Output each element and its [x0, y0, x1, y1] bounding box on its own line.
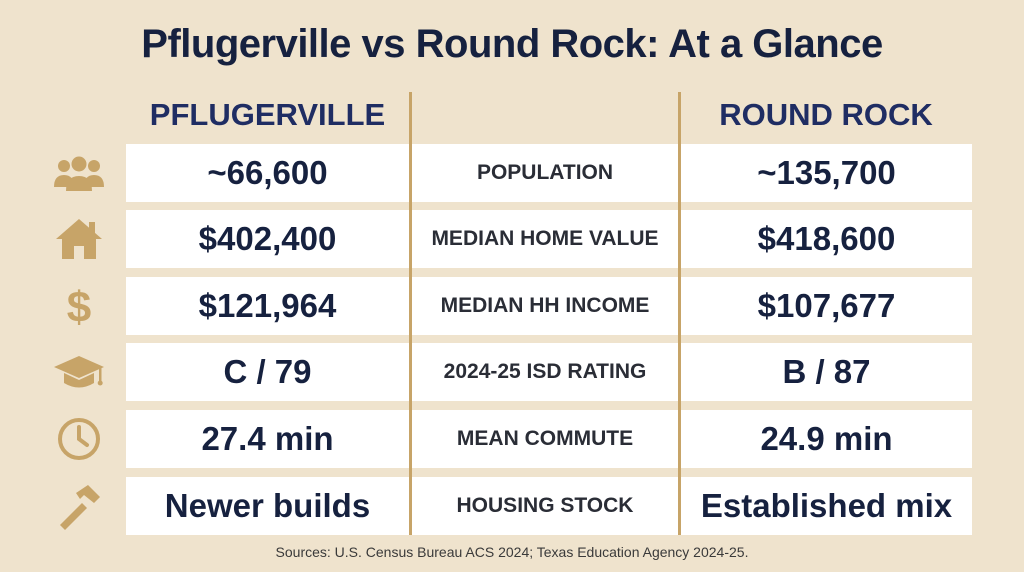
- comparison-row-population: ~66,600 POPULATION ~135,700: [0, 144, 1024, 202]
- label-isd-rating: 2024-25 ISD RATING: [412, 343, 678, 401]
- pflugerville-population: ~66,600: [126, 144, 409, 202]
- column-divider-right: [678, 92, 681, 535]
- pflugerville-income: $121,964: [126, 277, 409, 335]
- pflugerville-isd-rating: C / 79: [126, 343, 409, 401]
- svg-text:$: $: [67, 283, 91, 330]
- people-icon: [52, 148, 106, 198]
- column-header-round-rock: ROUND ROCK: [719, 97, 933, 132]
- round-rock-isd-rating: B / 87: [681, 343, 972, 401]
- graduation-cap-icon: [52, 347, 106, 397]
- pflugerville-home-value: $402,400: [126, 210, 409, 268]
- dollar-icon: $: [52, 281, 106, 331]
- round-rock-housing-stock: Established mix: [681, 477, 972, 535]
- column-divider-left: [409, 92, 412, 535]
- page-title: Pflugerville vs Round Rock: At a Glance: [141, 22, 883, 66]
- clock-icon: [52, 414, 106, 464]
- label-home-value: MEDIAN HOME VALUE: [412, 210, 678, 268]
- comparison-row-housing-stock: Newer builds HOUSING STOCK Established m…: [0, 477, 1024, 535]
- comparison-row-isd-rating: C / 79 2024-25 ISD RATING B / 87: [0, 343, 1024, 401]
- comparison-row-home-value: $402,400 MEDIAN HOME VALUE $418,600: [0, 210, 1024, 268]
- round-rock-income: $107,677: [681, 277, 972, 335]
- label-housing-stock: HOUSING STOCK: [412, 477, 678, 535]
- round-rock-population: ~135,700: [681, 144, 972, 202]
- label-income: MEDIAN HH INCOME: [412, 277, 678, 335]
- round-rock-home-value: $418,600: [681, 210, 972, 268]
- comparison-row-income: $ $121,964 MEDIAN HH INCOME $107,677: [0, 277, 1024, 335]
- column-header-pflugerville: PFLUGERVILLE: [149, 97, 386, 132]
- comparison-row-commute: 27.4 min MEAN COMMUTE 24.9 min: [0, 410, 1024, 468]
- sources-note: Sources: U.S. Census Bureau ACS 2024; Te…: [275, 544, 749, 560]
- pflugerville-housing-stock: Newer builds: [126, 477, 409, 535]
- label-commute: MEAN COMMUTE: [412, 410, 678, 468]
- label-population: POPULATION: [412, 144, 678, 202]
- house-icon: [52, 214, 106, 264]
- hammer-icon: [52, 481, 106, 531]
- pflugerville-commute: 27.4 min: [126, 410, 409, 468]
- round-rock-commute: 24.9 min: [681, 410, 972, 468]
